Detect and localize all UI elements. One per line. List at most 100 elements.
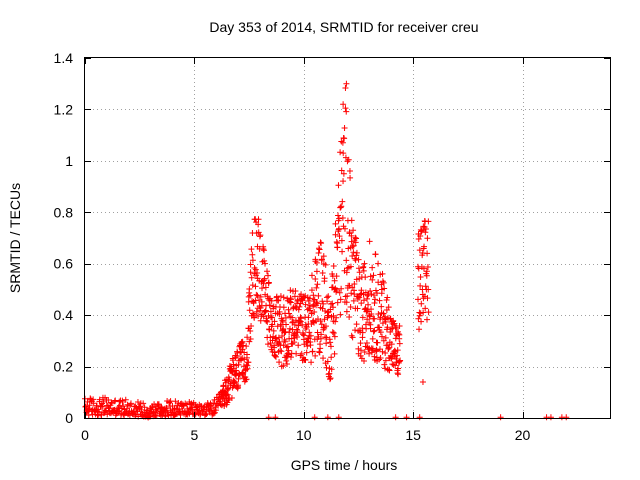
data-point xyxy=(302,357,309,364)
data-point xyxy=(318,256,325,263)
data-point xyxy=(370,272,377,279)
data-point xyxy=(388,325,395,332)
data-point xyxy=(317,318,324,325)
data-point xyxy=(416,247,423,254)
data-point xyxy=(348,232,355,239)
data-point xyxy=(312,352,319,359)
data-point xyxy=(371,315,378,322)
data-point xyxy=(257,307,264,314)
data-point xyxy=(305,314,312,321)
data-point xyxy=(85,412,92,419)
data-point xyxy=(563,414,570,421)
data-point xyxy=(342,85,349,92)
data-point xyxy=(301,332,308,339)
data-point xyxy=(356,269,363,276)
x-tick-label: 10 xyxy=(296,427,312,443)
data-point xyxy=(172,398,179,405)
data-point xyxy=(547,414,554,421)
data-point xyxy=(334,299,341,306)
data-point xyxy=(248,322,255,329)
data-point xyxy=(283,321,290,328)
data-point xyxy=(277,293,284,300)
data-point xyxy=(390,317,397,324)
data-point xyxy=(247,336,254,343)
plot-frame xyxy=(84,57,611,419)
data-point xyxy=(369,276,376,283)
data-point xyxy=(359,329,366,336)
data-point xyxy=(395,371,402,378)
data-point xyxy=(370,328,377,335)
data-point xyxy=(420,223,427,230)
data-point xyxy=(112,397,119,404)
data-point xyxy=(155,401,162,408)
data-point xyxy=(380,279,387,286)
data-point xyxy=(255,216,262,223)
data-point xyxy=(340,178,347,185)
data-point xyxy=(417,273,424,280)
data-point xyxy=(348,290,355,297)
data-point xyxy=(337,204,344,211)
data-point xyxy=(382,318,389,325)
x-axis-label: GPS time / hours xyxy=(291,457,398,473)
data-point xyxy=(425,286,432,293)
data-point xyxy=(122,396,129,403)
data-point xyxy=(264,318,271,325)
data-point xyxy=(345,156,352,163)
data-point xyxy=(327,343,334,350)
data-point xyxy=(311,296,318,303)
data-point xyxy=(334,240,341,247)
y-tick-label: 0.6 xyxy=(54,256,74,272)
data-point xyxy=(366,313,373,320)
data-point xyxy=(377,314,384,321)
data-point xyxy=(382,365,389,372)
data-point xyxy=(225,386,232,393)
data-point xyxy=(127,400,134,407)
data-point xyxy=(285,306,292,313)
data-point xyxy=(382,349,389,356)
data-point xyxy=(270,327,277,334)
data-point xyxy=(324,309,331,316)
data-point xyxy=(280,342,287,349)
data-point xyxy=(342,105,349,112)
data-point xyxy=(351,281,358,288)
data-point xyxy=(286,329,293,336)
y-tick-label: 0.8 xyxy=(54,204,74,220)
data-point xyxy=(289,314,296,321)
data-point xyxy=(357,352,364,359)
data-point xyxy=(323,340,330,347)
data-point xyxy=(343,80,350,87)
y-tick-label: 0.2 xyxy=(54,359,74,375)
data-point xyxy=(232,371,239,378)
data-point xyxy=(309,348,316,355)
data-point xyxy=(372,251,379,258)
data-point xyxy=(372,296,379,303)
data-point xyxy=(267,308,274,315)
x-tick-label: 5 xyxy=(190,427,198,443)
data-point xyxy=(257,317,264,324)
data-point xyxy=(396,358,403,365)
data-point xyxy=(106,405,113,412)
x-tick-label: 15 xyxy=(405,427,421,443)
data-point xyxy=(245,359,252,366)
data-point xyxy=(356,294,363,301)
data-point xyxy=(316,246,323,253)
data-point xyxy=(252,266,259,273)
data-point xyxy=(335,212,342,219)
data-point xyxy=(418,300,425,307)
data-point xyxy=(377,329,384,336)
data-point xyxy=(333,287,340,294)
data-point xyxy=(340,150,347,157)
data-point xyxy=(353,321,360,328)
data-point xyxy=(308,310,315,317)
data-point xyxy=(248,246,255,253)
data-point xyxy=(395,330,402,337)
data-point xyxy=(347,304,354,311)
data-point xyxy=(275,334,282,341)
data-point xyxy=(265,272,272,279)
data-point xyxy=(353,235,360,242)
data-point xyxy=(211,409,218,416)
data-point xyxy=(339,248,346,255)
data-point xyxy=(265,279,272,286)
data-point xyxy=(257,232,264,239)
